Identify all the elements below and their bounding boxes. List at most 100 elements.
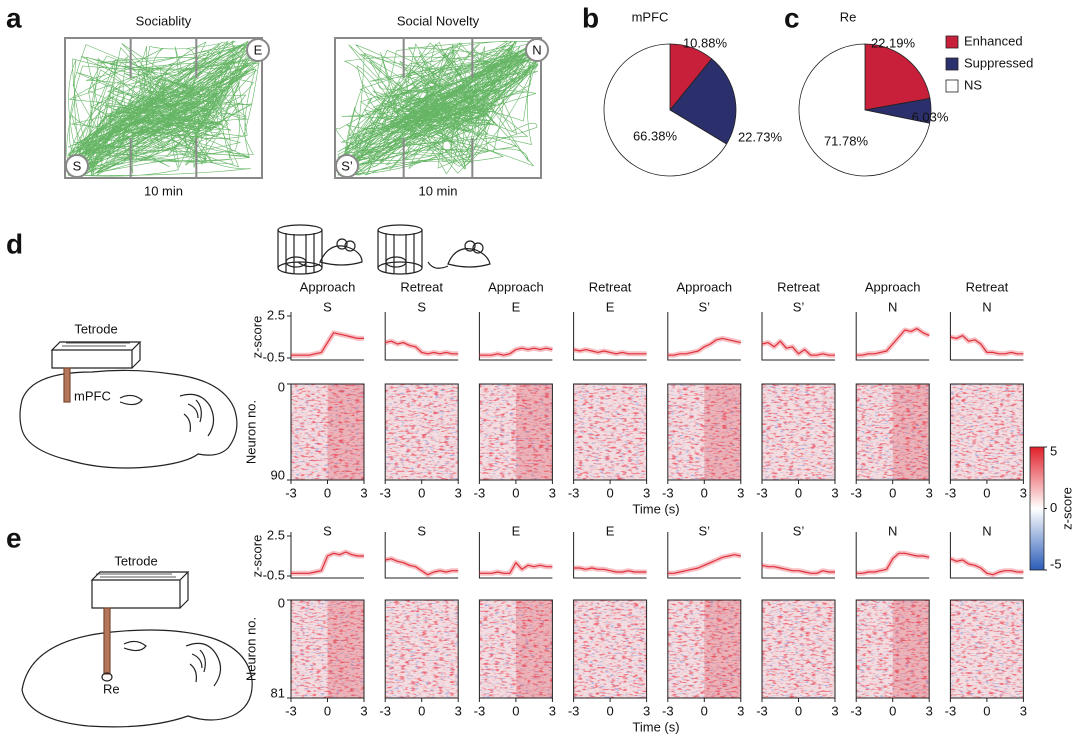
target-label: N — [888, 523, 897, 538]
heatmap-texture — [704, 600, 741, 698]
trace-axis — [855, 532, 930, 579]
y-axis-label: Neuron no. — [243, 400, 258, 464]
zone-marker — [246, 38, 270, 62]
target-label: S’ — [793, 523, 805, 538]
x-axis-label: Time (s) — [632, 719, 679, 734]
y-tick-label: 2.5 — [267, 307, 285, 322]
trajectory — [335, 40, 539, 177]
trace-line — [761, 564, 835, 574]
trace-axis — [949, 312, 1024, 361]
y-tick-label: 2.5 — [267, 527, 285, 542]
trace-band — [856, 326, 931, 358]
panel-letter: a — [6, 2, 22, 33]
x-tick-label: -3 — [568, 703, 580, 718]
heatmap-texture — [762, 600, 835, 698]
y-tick-label: -0.5 — [263, 349, 285, 364]
target-label: E — [512, 523, 521, 538]
heatmap-texture — [856, 384, 930, 480]
trace-line — [950, 558, 1024, 576]
target-label: N — [982, 523, 991, 538]
phase-label: Retreat — [777, 279, 820, 294]
target-label: S’ — [699, 523, 711, 538]
zone-label: N — [532, 42, 541, 57]
pie-label: 71.78% — [824, 133, 869, 148]
heatmap-texture — [479, 600, 553, 698]
x-tick-label: 0 — [606, 703, 613, 718]
trajectory — [66, 40, 260, 177]
heatmap-texture — [892, 384, 930, 480]
colorbar — [1029, 446, 1045, 571]
y-axis-label: Neuron no. — [243, 617, 258, 681]
legend-label: NS — [964, 77, 982, 92]
trace-axis — [384, 312, 459, 361]
pie-label: 6.03% — [912, 109, 949, 124]
heatmap-texture — [327, 384, 364, 480]
x-tick-label: 3 — [643, 485, 650, 500]
panel-letter: d — [6, 228, 23, 259]
zone-label: E — [254, 42, 263, 57]
arena — [334, 37, 542, 179]
trace-axis — [667, 312, 741, 361]
pie-label: 10.88% — [683, 35, 728, 50]
x-tick-label: 0 — [418, 703, 425, 718]
colorbar-tick-label: 5 — [1050, 443, 1057, 458]
y-tick-label: 0 — [278, 595, 285, 610]
trace-line — [479, 562, 553, 574]
heatmap-texture — [291, 384, 364, 480]
y-axis-label: z-score — [249, 535, 264, 578]
arena-title: Sociablity — [136, 13, 192, 28]
target-label: N — [888, 299, 897, 314]
heatmap-texture — [704, 384, 741, 480]
x-tick-label: 0 — [606, 485, 613, 500]
x-axis-label: Time (s) — [632, 501, 679, 516]
x-tick-label: -3 — [850, 703, 862, 718]
heatmap-texture — [892, 600, 930, 698]
trace-line — [950, 335, 1024, 355]
target-label: S’ — [793, 299, 805, 314]
trace-band — [479, 560, 553, 576]
trace-line — [385, 340, 459, 355]
x-tick-label: 0 — [795, 485, 802, 500]
panel-letter: c — [784, 2, 800, 33]
heatmap-texture — [515, 600, 553, 698]
trace-axis — [478, 532, 553, 579]
x-tick-label: 3 — [360, 703, 367, 718]
x-tick-label: -3 — [662, 703, 674, 718]
y-axis-label: z-score — [249, 316, 264, 359]
x-tick-label: 0 — [795, 703, 802, 718]
x-tick-label: -3 — [568, 485, 580, 500]
x-tick-label: -3 — [662, 485, 674, 500]
x-tick-label: 0 — [324, 485, 331, 500]
x-tick-label: 3 — [1020, 703, 1027, 718]
pie-label: 22.19% — [871, 35, 916, 50]
target-label: S — [417, 523, 426, 538]
trace-axis — [949, 532, 1024, 579]
phase-label: Approach — [300, 279, 356, 294]
zone-label: S’ — [341, 158, 353, 173]
x-tick-label: -3 — [945, 703, 957, 718]
probe-label: Tetrode — [114, 553, 157, 568]
trace-band — [667, 552, 742, 576]
y-tick-label: 0 — [278, 379, 285, 394]
heatmap-texture — [479, 384, 553, 480]
x-tick-label: -3 — [756, 703, 768, 718]
trace-band — [949, 556, 1024, 578]
target-label: N — [982, 299, 991, 314]
trace-axis — [573, 312, 647, 361]
heatmap-texture — [667, 600, 741, 698]
trace-axis — [290, 312, 364, 361]
y-tick-label: 81 — [271, 685, 285, 700]
trace-line — [573, 349, 647, 355]
zone-marker — [65, 154, 89, 178]
x-tick-label: 3 — [737, 485, 744, 500]
x-tick-label: 3 — [360, 485, 367, 500]
x-tick-label: 3 — [549, 485, 556, 500]
trace-line — [291, 332, 364, 356]
pie-slice — [864, 43, 931, 111]
zone-marker — [525, 38, 549, 62]
legend-swatch — [945, 79, 959, 93]
trace-axis — [855, 312, 930, 361]
x-tick-label: -3 — [379, 703, 391, 718]
arena-duration: 10 min — [144, 183, 183, 198]
